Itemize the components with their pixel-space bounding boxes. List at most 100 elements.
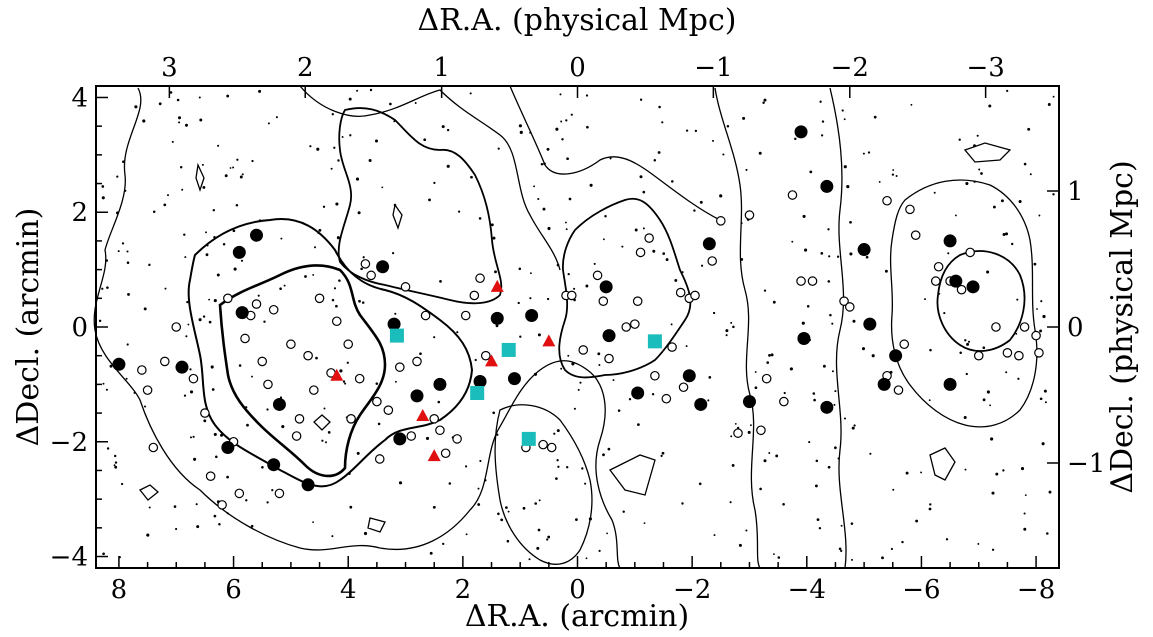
field-dot bbox=[873, 115, 877, 119]
x-tick-label: −6 bbox=[902, 575, 940, 605]
field-dot bbox=[730, 435, 733, 438]
field-dot bbox=[335, 304, 338, 308]
field-dot bbox=[726, 125, 730, 128]
field-dot bbox=[374, 139, 379, 143]
field-dot bbox=[166, 194, 170, 197]
field-dot bbox=[557, 465, 560, 468]
field-dot bbox=[928, 399, 931, 402]
field-dot bbox=[199, 118, 203, 122]
field-dot bbox=[198, 96, 201, 99]
field-dot bbox=[1042, 314, 1046, 319]
field-dot bbox=[470, 175, 473, 179]
field-dot bbox=[553, 432, 556, 435]
field-dot bbox=[315, 356, 318, 360]
field-dot bbox=[114, 465, 118, 469]
right-tick-label: 1 bbox=[1067, 177, 1084, 207]
field-dot bbox=[694, 129, 698, 133]
field-dot bbox=[556, 429, 560, 433]
field-dot bbox=[831, 322, 834, 325]
field-dot bbox=[358, 299, 361, 303]
field-dot bbox=[537, 333, 541, 337]
triangle-point bbox=[416, 408, 430, 421]
field-dot bbox=[671, 180, 674, 183]
field-dot bbox=[963, 415, 967, 420]
x-tick-label: 0 bbox=[569, 575, 586, 605]
field-dot bbox=[106, 286, 109, 289]
open-circle-point bbox=[965, 247, 975, 258]
field-dot bbox=[846, 185, 850, 189]
field-dot bbox=[561, 138, 564, 141]
field-dot bbox=[1038, 214, 1041, 217]
field-dot bbox=[202, 185, 206, 189]
field-dot bbox=[938, 292, 941, 295]
field-dot bbox=[360, 267, 363, 271]
field-dot bbox=[862, 152, 865, 155]
contour-mid-west bbox=[187, 218, 474, 488]
field-dot bbox=[465, 465, 468, 468]
open-circle-point bbox=[460, 310, 471, 321]
field-dot bbox=[152, 210, 156, 213]
field-dot bbox=[977, 542, 980, 545]
field-dot bbox=[804, 248, 808, 252]
field-dot bbox=[333, 287, 337, 290]
field-dot bbox=[851, 558, 853, 561]
field-dot bbox=[665, 258, 669, 262]
field-dot bbox=[323, 407, 326, 410]
filled-circle-point bbox=[943, 377, 957, 391]
field-dot bbox=[547, 535, 551, 539]
contour-far-east-inner bbox=[936, 250, 1026, 352]
field-dot bbox=[280, 237, 283, 240]
top-tick-label: 2 bbox=[297, 53, 314, 83]
open-circle-point bbox=[899, 339, 910, 350]
open-circle-point bbox=[331, 316, 342, 327]
filled-circle-point bbox=[889, 349, 903, 363]
x-axis-title: ΔR.A. (arcmin) bbox=[465, 599, 689, 634]
field-dot bbox=[878, 180, 881, 183]
field-dot bbox=[496, 433, 499, 436]
field-dot bbox=[474, 358, 477, 362]
open-circle-point bbox=[592, 270, 603, 281]
field-dot bbox=[518, 124, 522, 128]
field-dot bbox=[321, 439, 324, 442]
y-tick-label: −4 bbox=[50, 543, 88, 573]
field-dot bbox=[585, 94, 589, 97]
field-dot bbox=[602, 238, 605, 241]
field-dot bbox=[448, 482, 452, 485]
open-circle-point bbox=[303, 350, 313, 361]
field-dot bbox=[126, 261, 130, 264]
field-dot bbox=[356, 89, 359, 92]
field-dot bbox=[337, 159, 340, 162]
field-dot bbox=[661, 451, 665, 455]
field-dot bbox=[213, 432, 217, 436]
triangle-point bbox=[330, 368, 344, 381]
field-dot bbox=[120, 482, 124, 486]
field-dot bbox=[850, 522, 854, 525]
contour-far-east bbox=[889, 179, 1038, 428]
field-dot bbox=[185, 335, 188, 338]
field-dot bbox=[573, 407, 576, 410]
open-circle-point bbox=[159, 356, 170, 367]
field-dot bbox=[537, 528, 541, 532]
field-dot bbox=[490, 223, 494, 227]
field-dot bbox=[573, 287, 576, 290]
filled-circle-point bbox=[943, 234, 957, 248]
field-dot bbox=[414, 102, 417, 104]
field-dot bbox=[808, 441, 811, 444]
field-dot bbox=[560, 367, 563, 370]
field-dot bbox=[210, 365, 214, 369]
field-dot bbox=[331, 535, 334, 538]
field-dot bbox=[777, 556, 781, 559]
field-dot bbox=[183, 394, 187, 397]
field-dot bbox=[339, 369, 343, 373]
field-dot bbox=[361, 301, 365, 304]
filled-circle-point bbox=[387, 317, 401, 331]
field-dot bbox=[175, 527, 178, 531]
field-dot bbox=[585, 284, 589, 288]
field-dot bbox=[283, 284, 286, 287]
field-dot bbox=[965, 372, 968, 376]
field-dot bbox=[681, 502, 684, 505]
open-circle-point bbox=[546, 442, 557, 453]
field-dot bbox=[271, 489, 274, 492]
field-dot bbox=[982, 346, 986, 349]
field-dot bbox=[497, 512, 500, 516]
